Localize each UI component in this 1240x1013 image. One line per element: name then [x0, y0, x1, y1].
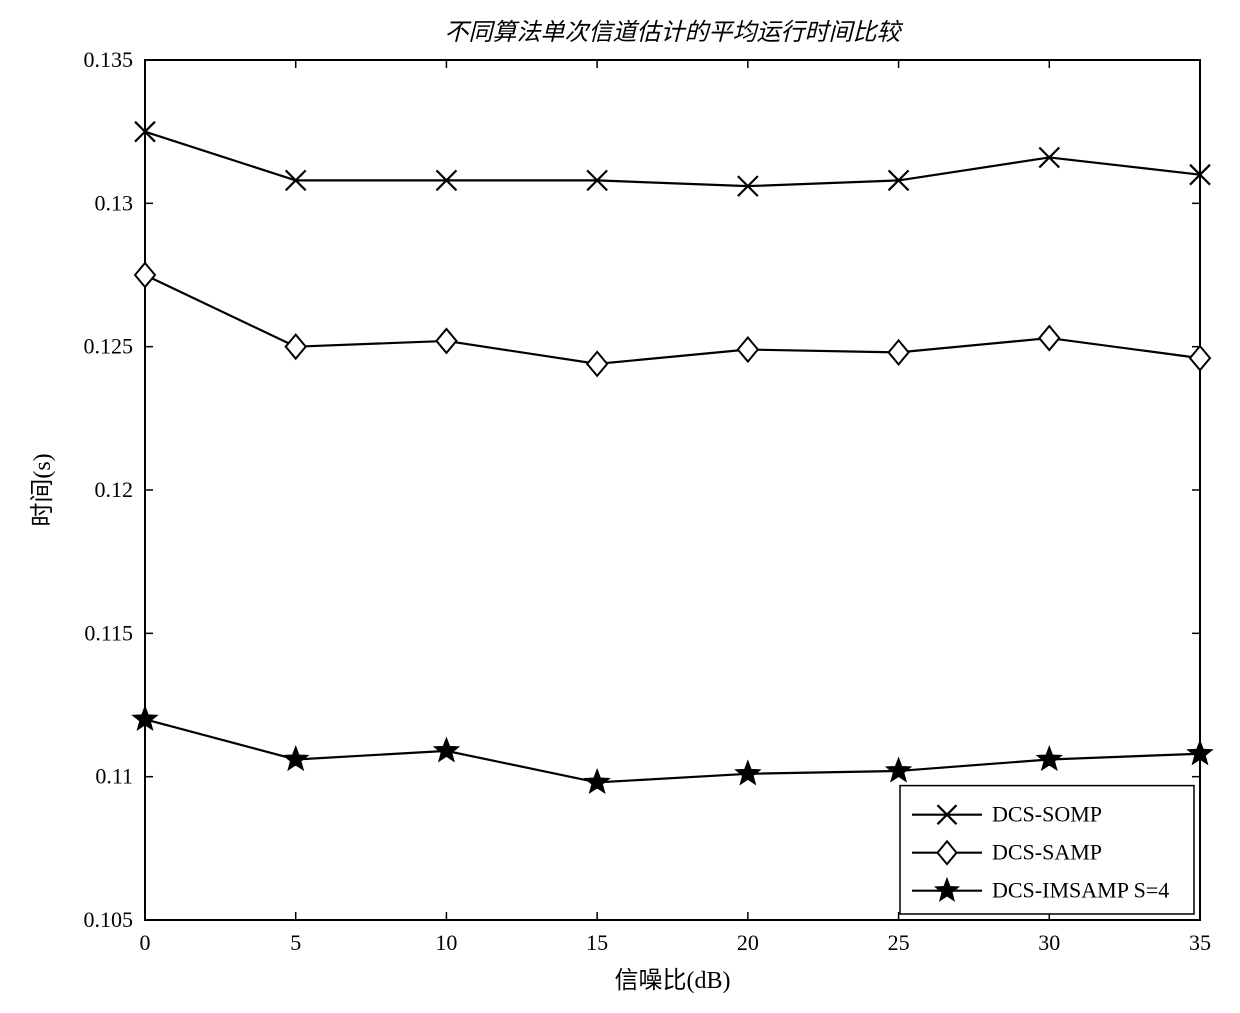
svg-text:5: 5	[290, 930, 301, 955]
runtime-chart: 0 5 10 15 20 25 30 35 0.105 0.11 0.115 0.12 0.125 0.1…	[0, 0, 1240, 1013]
chart-title: 不同算法单次信道估计的平均运行时间比较	[445, 19, 904, 46]
svg-text:0.125: 0.125	[84, 334, 134, 359]
svg-text:0.105: 0.105	[84, 907, 134, 932]
svg-text:0.135: 0.135	[84, 47, 134, 72]
svg-text:15: 15	[586, 930, 608, 955]
svg-text:20: 20	[737, 930, 759, 955]
svg-text:35: 35	[1189, 930, 1211, 955]
legend: DCS-SOMP DCS-SAMP DCS-IMSAMP S=4	[900, 786, 1194, 914]
svg-text:0.12: 0.12	[95, 477, 134, 502]
svg-text:30: 30	[1038, 930, 1060, 955]
y-axis-label: 时间(s)	[29, 453, 56, 526]
svg-text:0.115: 0.115	[84, 620, 133, 645]
svg-text:0: 0	[140, 930, 151, 955]
x-axis-label: 信噪比(dB)	[615, 967, 731, 994]
svg-text:10: 10	[435, 930, 457, 955]
svg-text:25: 25	[888, 930, 910, 955]
svg-text:DCS-IMSAMP S=4: DCS-IMSAMP S=4	[992, 878, 1169, 903]
svg-text:0.13: 0.13	[95, 190, 134, 215]
svg-text:DCS-SAMP: DCS-SAMP	[992, 840, 1102, 865]
svg-text:0.11: 0.11	[95, 764, 133, 789]
chart-container: 0 5 10 15 20 25 30 35 0.105 0.11 0.115 0.12 0.125 0.1…	[0, 0, 1240, 1013]
svg-text:DCS-SOMP: DCS-SOMP	[992, 802, 1102, 827]
